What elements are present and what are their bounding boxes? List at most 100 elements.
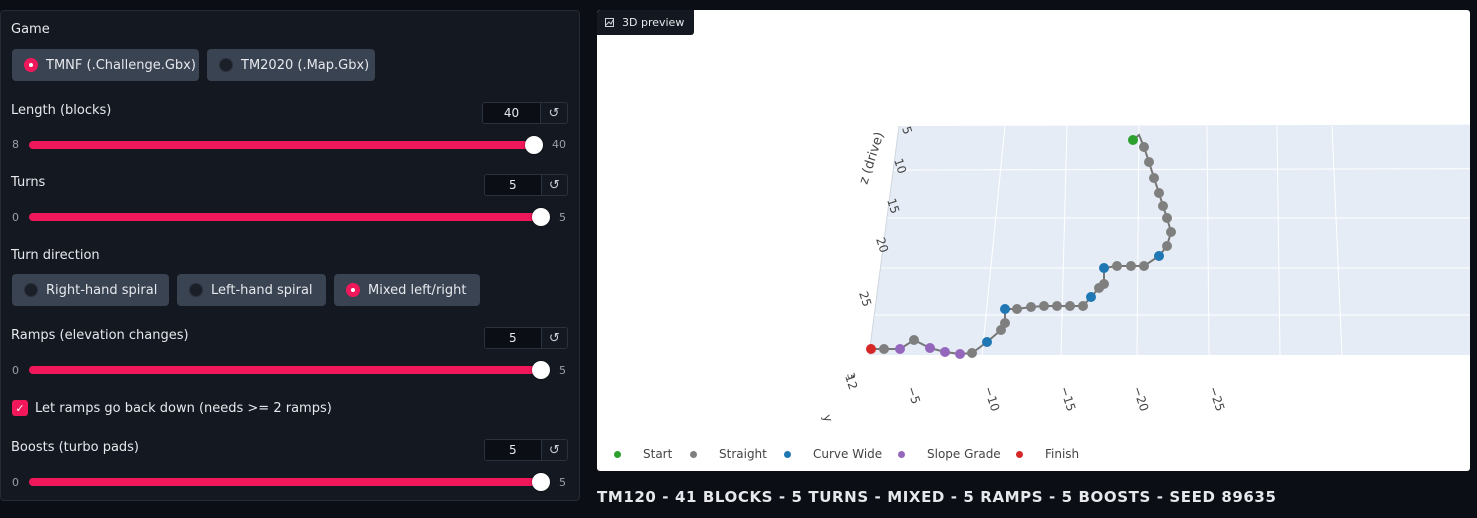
legend-item-straight[interactable]: Straight bbox=[690, 447, 767, 461]
boosts-value[interactable]: 5 bbox=[485, 440, 541, 460]
turns-label: Turns bbox=[11, 175, 46, 190]
track-block-marker[interactable] bbox=[1154, 188, 1164, 198]
turn-direction-option-label: Left-hand spiral bbox=[211, 282, 313, 298]
refresh-icon[interactable]: ↺ bbox=[540, 103, 567, 123]
track-block-marker[interactable] bbox=[982, 337, 992, 347]
z-axis-title: z (drive) bbox=[857, 130, 888, 186]
boosts-number-input: 5 ↺ bbox=[484, 439, 568, 461]
track-block-marker[interactable] bbox=[1126, 261, 1136, 271]
ramps-max: 5 bbox=[559, 364, 566, 377]
plot-grid bbox=[874, 125, 1470, 356]
track-block-marker[interactable] bbox=[1052, 301, 1062, 311]
track-block-marker[interactable] bbox=[955, 349, 965, 359]
legend-label: Finish bbox=[1045, 447, 1080, 461]
x-tick: −20 bbox=[1130, 385, 1151, 413]
legend-item-finish[interactable]: Finish bbox=[1016, 447, 1079, 461]
track-block-marker[interactable] bbox=[1099, 279, 1109, 289]
ramps-slider-track[interactable] bbox=[29, 366, 541, 374]
ramps-value[interactable]: 5 bbox=[485, 328, 541, 348]
ramps-label: Ramps (elevation changes) bbox=[11, 328, 189, 343]
turns-value[interactable]: 5 bbox=[485, 175, 541, 195]
z-tick: 5 bbox=[899, 125, 915, 137]
track-block-marker[interactable] bbox=[879, 344, 889, 354]
track-block-marker[interactable] bbox=[1000, 318, 1010, 328]
turn-direction-label: Turn direction bbox=[11, 248, 100, 263]
track-block-marker[interactable] bbox=[925, 343, 935, 353]
legend-marker-icon bbox=[614, 450, 621, 458]
track-block-marker[interactable] bbox=[1166, 227, 1176, 237]
track-block-marker[interactable] bbox=[1078, 301, 1088, 311]
legend-marker-icon bbox=[690, 450, 697, 458]
track-block-marker[interactable] bbox=[1158, 201, 1168, 211]
track-block-marker[interactable] bbox=[1154, 251, 1164, 261]
tab-3d-preview[interactable]: 3D preview bbox=[597, 10, 695, 35]
game-option-tmnf[interactable]: TMNF (.Challenge.Gbx) bbox=[12, 49, 199, 81]
track-block-marker[interactable] bbox=[1099, 263, 1109, 273]
track-block-marker[interactable] bbox=[1162, 241, 1172, 251]
refresh-icon[interactable]: ↺ bbox=[540, 440, 567, 460]
radio-checked-icon bbox=[346, 283, 360, 297]
corner-tick: 12 bbox=[842, 373, 860, 392]
legend-marker-icon bbox=[1016, 450, 1023, 458]
legend-item-start[interactable]: Start bbox=[614, 447, 672, 461]
length-slider-track[interactable] bbox=[29, 141, 534, 149]
tab-label: 3D preview bbox=[622, 16, 685, 29]
check-icon: ✓ bbox=[15, 401, 25, 415]
track-block-marker[interactable] bbox=[1139, 142, 1149, 152]
track-block-marker[interactable] bbox=[895, 344, 905, 354]
plot-axis-edge bbox=[868, 125, 900, 356]
legend-label: Straight bbox=[719, 447, 767, 461]
boosts-slider-thumb[interactable] bbox=[532, 473, 550, 491]
track-3d-plot[interactable]: 5 10 15 20 25 z (drive) −5 −10 −15 −20 −… bbox=[597, 10, 1470, 471]
track-block-marker[interactable] bbox=[1162, 213, 1172, 223]
turn-direction-mixed[interactable]: Mixed left/right bbox=[334, 274, 480, 306]
radio-unchecked-icon bbox=[24, 283, 38, 297]
x-tick: −15 bbox=[1057, 385, 1078, 413]
settings-panel bbox=[0, 10, 580, 501]
track-block-marker[interactable] bbox=[1128, 135, 1138, 145]
boosts-slider-track[interactable] bbox=[29, 478, 541, 486]
track-block-marker[interactable] bbox=[1139, 261, 1149, 271]
turns-slider-track[interactable] bbox=[29, 213, 541, 221]
track-block-marker[interactable] bbox=[1112, 261, 1122, 271]
track-block-marker[interactable] bbox=[1086, 292, 1096, 302]
z-tick: 20 bbox=[873, 236, 891, 255]
legend-marker-icon bbox=[784, 450, 791, 458]
turn-direction-option-label: Right-hand spiral bbox=[46, 282, 158, 298]
track-block-marker[interactable] bbox=[1026, 302, 1036, 312]
track-block-marker[interactable] bbox=[967, 348, 977, 358]
preview-panel[interactable]: 5 10 15 20 25 z (drive) −5 −10 −15 −20 −… bbox=[597, 10, 1470, 471]
track-block-marker[interactable] bbox=[1065, 301, 1075, 311]
legend-item-curve-wide[interactable]: Curve Wide bbox=[784, 447, 882, 461]
turn-direction-left[interactable]: Left-hand spiral bbox=[177, 274, 326, 306]
legend-label: Start bbox=[643, 447, 673, 461]
track-block-marker[interactable] bbox=[909, 335, 919, 345]
ramps-down-checkbox[interactable]: ✓ bbox=[12, 400, 28, 416]
track-block-marker[interactable] bbox=[1012, 304, 1022, 314]
length-slider-thumb[interactable] bbox=[525, 136, 543, 154]
track-block-marker[interactable] bbox=[1000, 304, 1010, 314]
refresh-icon[interactable]: ↺ bbox=[540, 175, 567, 195]
ramps-slider-thumb[interactable] bbox=[532, 361, 550, 379]
game-option-label: TMNF (.Challenge.Gbx) bbox=[46, 57, 196, 73]
y-axis-stub: y bbox=[820, 413, 836, 424]
boosts-min: 0 bbox=[12, 476, 19, 489]
boosts-max: 5 bbox=[559, 476, 566, 489]
chart-icon bbox=[605, 18, 614, 27]
turns-slider-thumb[interactable] bbox=[532, 208, 550, 226]
game-option-tm2020[interactable]: TM2020 (.Map.Gbx) bbox=[207, 49, 375, 81]
turn-direction-right[interactable]: Right-hand spiral bbox=[12, 274, 169, 306]
ramps-number-input: 5 ↺ bbox=[484, 327, 568, 349]
refresh-icon[interactable]: ↺ bbox=[540, 328, 567, 348]
z-tick: 15 bbox=[884, 197, 902, 216]
track-block-marker[interactable] bbox=[1149, 173, 1159, 183]
legend-item-slope-grade[interactable]: Slope Grade bbox=[898, 447, 1001, 461]
z-tick: 10 bbox=[891, 157, 909, 176]
legend-label: Slope Grade bbox=[927, 447, 1001, 461]
length-value[interactable]: 40 bbox=[483, 103, 540, 123]
ramps-min: 0 bbox=[12, 364, 19, 377]
track-block-marker[interactable] bbox=[866, 344, 876, 354]
track-block-marker[interactable] bbox=[1144, 157, 1154, 167]
track-block-marker[interactable] bbox=[1039, 301, 1049, 311]
track-block-marker[interactable] bbox=[940, 347, 950, 357]
